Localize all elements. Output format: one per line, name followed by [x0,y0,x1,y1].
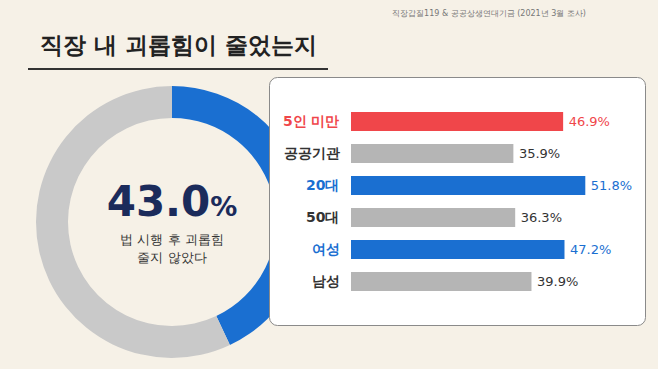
svg-text:줄지 않았다: 줄지 않았다 [137,250,206,265]
svg-text:법 시행 후 괴롭힘: 법 시행 후 괴롭힘 [120,232,223,247]
svg-text:39.9%: 39.9% [537,274,578,289]
svg-text:5인 미만: 5인 미만 [283,113,340,129]
svg-text:50대: 50대 [306,209,339,225]
html-text:직장 내 괴롭힘이 줄었는지: 직장 내 괴롭힘이 줄었는지 [40,32,317,58]
svg-text:남성: 남성 [312,273,340,289]
svg-text:51.8%: 51.8% [591,178,632,193]
svg-text:47.2%: 47.2% [570,242,611,257]
svg-text:43.0%: 43.0% [107,177,238,226]
html-text:직장갑질119 & 공공상생연대기금 (2021년 3월 조: 직장갑질119 & 공공상생연대기금 (2021년 3월 조사) [392,9,586,18]
svg-text:여성: 여성 [312,241,340,257]
svg-text:46.9%: 46.9% [569,114,610,129]
svg-text:공공기관: 공공기관 [284,145,340,161]
svg-text:35.9%: 35.9% [519,146,560,161]
svg-text:36.3%: 36.3% [521,210,562,225]
svg-text:20대: 20대 [306,177,339,193]
